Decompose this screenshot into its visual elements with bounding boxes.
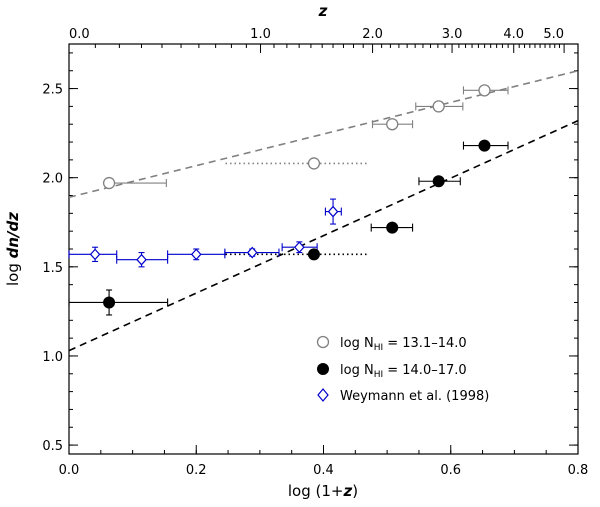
data-point-filled-circle: [478, 139, 491, 152]
top-tick-label: 0.0: [69, 27, 90, 42]
y-tick-label: 2.5: [42, 83, 63, 98]
fit-line-fit-14.0-17.0: [68, 119, 579, 352]
data-point-diamond: [246, 246, 258, 259]
x-tick-label: 0.8: [568, 463, 589, 478]
data-point-open-circle: [386, 118, 399, 131]
data-point-diamond: [190, 248, 202, 261]
x-axis-title: log (1+z): [288, 482, 358, 500]
data-point-open-circle: [102, 176, 116, 190]
data-point-filled-circle: [307, 248, 320, 261]
x-tick-label: 0.2: [186, 463, 207, 478]
data-point-filled-circle: [103, 296, 116, 309]
legend: log NHI = 13.1–14.0 log NHI = 14.0–17.0 …: [316, 335, 489, 404]
top-tick-label: 2.0: [362, 27, 383, 42]
x-tick-label: 0.4: [313, 463, 334, 478]
data-point-diamond: [327, 205, 339, 218]
data-point-diamond: [136, 253, 147, 266]
y-tick-label: 1.5: [42, 261, 63, 276]
legend-diamond-marker: [317, 388, 329, 402]
legend-label-weymann: Weymann et al. (1998): [340, 389, 489, 404]
data-point-open-circle: [478, 84, 491, 97]
x-tick-label: 0.0: [59, 463, 80, 478]
legend-label-13-14: log NHI = 13.1–14.0: [340, 336, 467, 353]
x-tick-label: 0.6: [440, 463, 461, 478]
data-point-filled-circle: [432, 175, 445, 188]
error-bars: [68, 86, 509, 316]
y-tick-label: 1.0: [42, 350, 63, 365]
legend-filled-circle-marker: [317, 363, 329, 375]
data-point-filled-circle: [386, 221, 399, 234]
data-markers: [89, 84, 491, 309]
plot-frame: [68, 43, 579, 455]
legend-label-14-17: log NHI = 14.0–17.0: [340, 363, 467, 380]
top-axis-title: z: [318, 2, 328, 20]
fit-lines: [68, 69, 579, 352]
data-point-diamond: [89, 248, 101, 261]
axis-ticks: 0.0 0.2 0.4 0.6 0.8 0.5 1.0 1.5 2.0 2.5 0.0 1.0 2.0 3…: [42, 27, 588, 478]
top-tick-label: 4.0: [503, 27, 524, 42]
y-tick-label: 0.5: [42, 439, 63, 454]
top-tick-label: 1.0: [250, 27, 271, 42]
data-point-open-circle: [307, 157, 321, 170]
top-tick-label: 5.0: [543, 27, 564, 42]
fit-line-fit-13.1-14.0: [68, 69, 579, 199]
data-point-open-circle: [432, 100, 445, 113]
data-point-diamond: [294, 241, 305, 254]
top-tick-label: 3.0: [442, 27, 463, 42]
y-tick-label: 2.0: [42, 172, 63, 187]
y-axis-title: log dn/dz: [4, 212, 22, 286]
legend-open-circle-marker: [316, 335, 330, 349]
